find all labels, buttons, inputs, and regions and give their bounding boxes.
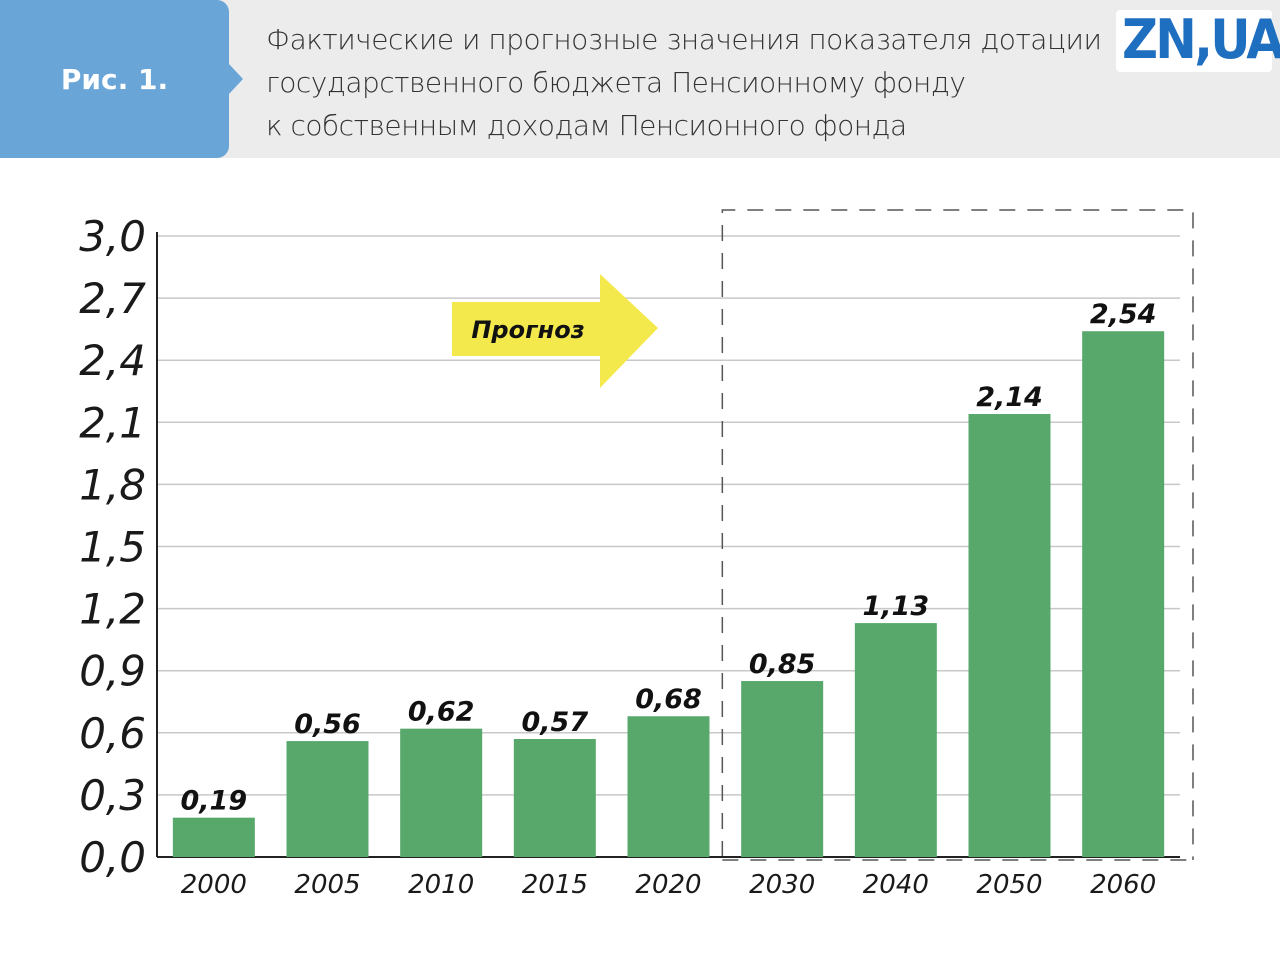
y-tick-label: 0,0	[79, 833, 146, 882]
x-tick-label: 2000	[181, 870, 247, 900]
bar	[741, 681, 824, 857]
bar	[627, 716, 710, 857]
figure-tab: Рис. 1.	[0, 0, 243, 158]
forecast-arrow-icon	[452, 274, 658, 388]
logo: ZN,UA	[1122, 8, 1280, 71]
title-line-2: государственного бюджета Пенсионному фон…	[266, 66, 966, 99]
bar	[172, 817, 255, 857]
forecast-label: Прогноз	[471, 316, 584, 344]
y-tick-label: 1,2	[79, 585, 146, 634]
y-tick-label: 1,8	[79, 460, 146, 509]
x-tick-label: 2015	[522, 870, 588, 900]
y-tick-label: 3,0	[79, 212, 146, 261]
y-tick-label: 0,9	[79, 647, 146, 696]
title-line-3: к собственным доходам Пенсионного фонда	[266, 109, 907, 142]
data-label: 0,62	[408, 697, 475, 728]
x-tick-label: 2050	[976, 870, 1042, 900]
data-label: 0,57	[522, 707, 589, 738]
forecast-region-border	[721, 209, 1194, 860]
data-label: 1,13	[863, 591, 930, 622]
y-tick-label: 2,1	[79, 398, 146, 447]
x-tick-label: 2005	[294, 870, 360, 900]
bar	[968, 414, 1051, 857]
logo-badge	[1116, 10, 1272, 72]
y-tick-label: 1,5	[79, 523, 146, 572]
x-tick-label: 2020	[635, 870, 701, 900]
bar	[513, 739, 596, 857]
data-label: 0,68	[635, 684, 702, 715]
x-tick-label: 2010	[408, 870, 474, 900]
chart-title: Фактические и прогнозные значения показа…	[266, 18, 1126, 147]
x-tick-label: 2040	[863, 870, 929, 900]
data-label: 0,19	[181, 786, 248, 817]
y-tick-label: 0,6	[79, 709, 146, 758]
bar	[854, 623, 937, 857]
bar	[286, 741, 369, 857]
data-label: 2,54	[1090, 299, 1157, 330]
x-tick-label: 2030	[749, 870, 815, 900]
y-tick-label: 2,7	[79, 274, 146, 323]
data-label: 0,85	[749, 649, 816, 680]
x-tick-label: 2060	[1090, 870, 1156, 900]
data-label: 0,56	[294, 709, 361, 740]
y-tick-label: 2,4	[79, 336, 146, 385]
y-tick-label: 0,3	[79, 771, 146, 820]
title-line-1: Фактические и прогнозные значения показа…	[266, 23, 1102, 56]
bar	[400, 728, 483, 857]
figure-label: Рис. 1.	[60, 63, 169, 96]
data-label: 2,14	[976, 382, 1043, 413]
bar	[1082, 331, 1165, 858]
